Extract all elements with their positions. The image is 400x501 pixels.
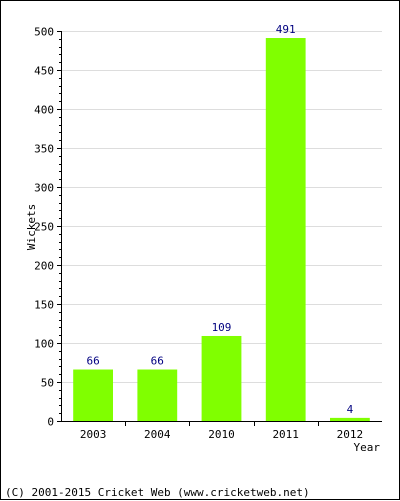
data-label: 109 [212,321,232,334]
y-tick-label: 200 [34,260,54,273]
y-tick-label: 50 [41,377,54,390]
grid-layer [61,31,382,383]
bar [201,335,242,421]
bar [137,369,178,421]
data-label: 66 [151,355,164,368]
y-tick-label: 100 [34,338,54,351]
copyright-notice: (C) 2001-2015 Cricket Web (www.cricketwe… [5,486,310,499]
x-tick-label: 2003 [80,428,107,441]
bars-layer: 66 66 109 491 4 [73,23,370,422]
x-tick-label: 2012 [337,428,364,441]
y-tick-label: 450 [34,65,54,78]
y-tick-label: 500 [34,26,54,39]
data-label: 66 [86,355,99,368]
y-tick-label: 300 [34,182,54,195]
y-tick-label: 250 [34,221,54,234]
y-tick-label: 150 [34,299,54,312]
data-label: 4 [347,403,354,416]
y-axis-title: Wickets [25,204,38,250]
x-tick-label: 2004 [144,428,171,441]
bar [265,38,306,422]
x-tick-label: 2010 [208,428,235,441]
y-tick-label: 0 [47,416,54,429]
data-label: 491 [276,23,296,36]
x-axis-title: Year [354,441,381,454]
bar [329,417,370,421]
axes-layer: 0 50 100 150 200 250 300 350 400 450 500 2003 2004 20… [34,26,382,441]
y-tick-label: 400 [34,104,54,117]
x-tick-label: 2011 [272,428,299,441]
y-tick-label: 350 [34,143,54,156]
bar [73,369,114,421]
